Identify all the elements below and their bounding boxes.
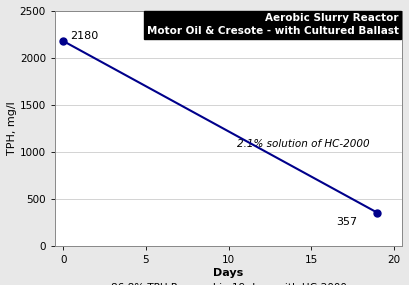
Text: Aerobic Slurry Reactor
Motor Oil & Cresote - with Cultured Ballast: Aerobic Slurry Reactor Motor Oil & Creso… bbox=[146, 13, 399, 36]
Text: 2180: 2180 bbox=[70, 31, 98, 41]
Text: 86.8% TPH Removal in 19 days with HC-2000: 86.8% TPH Removal in 19 days with HC-200… bbox=[110, 283, 346, 285]
Text: 2.1% solution of HC-2000: 2.1% solution of HC-2000 bbox=[237, 139, 369, 149]
X-axis label: Days: Days bbox=[213, 268, 244, 278]
Text: 357: 357 bbox=[336, 217, 357, 227]
Y-axis label: TPH, mg/l: TPH, mg/l bbox=[7, 102, 17, 156]
